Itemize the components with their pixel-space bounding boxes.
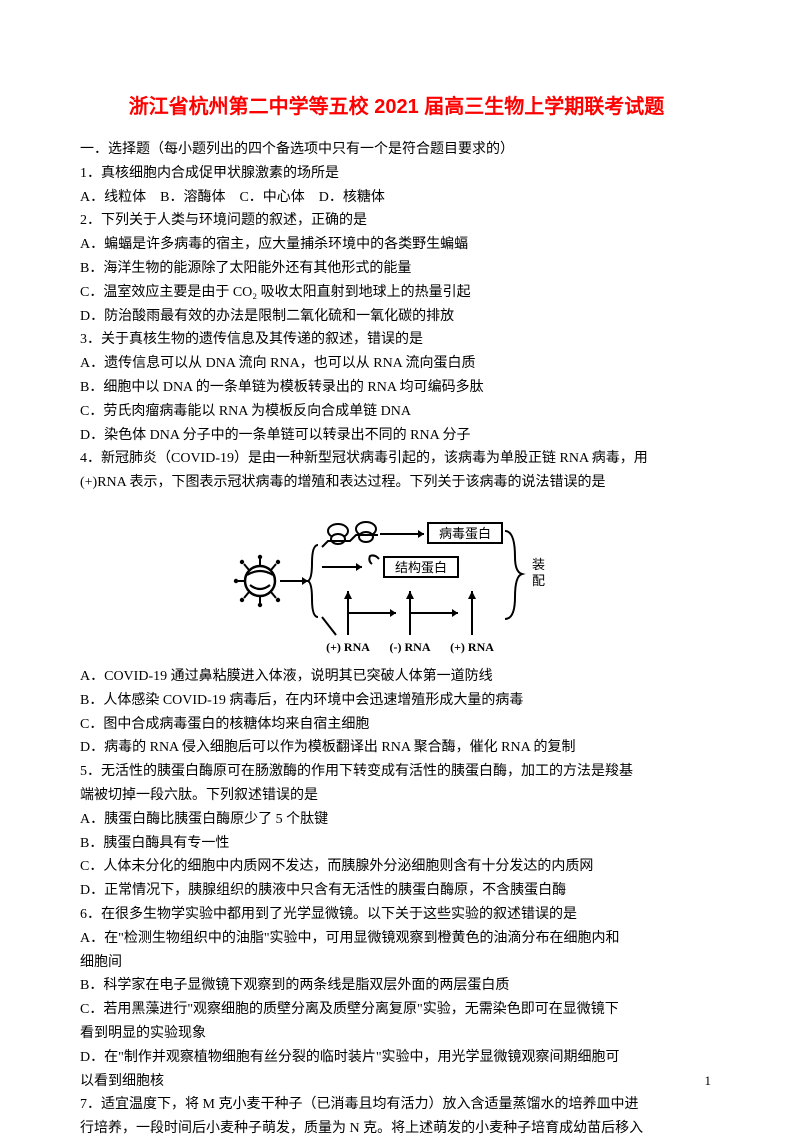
q2-stem: 2．下列关于人类与环境问题的叙述，正确的是 [80,209,713,233]
q3-opt-a: A．遗传信息可以从 DNA 流向 RNA，也可以从 RNA 流向蛋白质 [80,352,713,376]
exam-page: 浙江省杭州第二中学等五校 2021 届高三生物上学期联考试题 一．选择题（每小题… [0,0,793,1122]
q7-stem-1: 7．适宜温度下，将 M 克小麦干种子（已消毒且均有活力）放入含适量蒸馏水的培养皿… [80,1093,713,1117]
q6-opt-c-2: 看到明显的实验现象 [80,1022,713,1046]
label-plus-rna-2: (+) RNA [450,640,494,654]
q6-opt-c-1: C．若用黑藻进行"观察细胞的质壁分离及质壁分离复原"实验，无需染色即可在显微镜下 [80,998,713,1022]
q6-opt-d-1: D．在"制作并观察植物细胞有丝分裂的临时装片"实验中，用光学显微镜观察间期细胞可 [80,1046,713,1070]
label-zhuangpei-2: 配 [532,573,545,588]
q5-opt-d: D．正常情况下，胰腺组织的胰液中只含有无活性的胰蛋白酶原，不含胰蛋白酶 [80,879,713,903]
q2-opt-d: D．防治酸雨最有效的办法是限制二氧化硫和一氧化碳的排放 [80,305,713,329]
q5-stem-1: 5．无活性的胰蛋白酶原可在肠激酶的作用下转变成有活性的胰蛋白酶，加工的方法是羧基 [80,760,713,784]
q7-stem-2: 行培养，一段时间后小麦种子萌发，质量为 N 克。将上述萌发的小麦种子培育成幼苗后… [80,1117,713,1141]
q2-opt-c: C．温室效应主要是由于 CO₂ 吸收太阳直射到地球上的热量引起 [80,281,713,305]
q3-opt-d: D．染色体 DNA 分子中的一条单链可以转录出不同的 RNA 分子 [80,424,713,448]
page-number: 1 [705,1070,712,1092]
q2-opt-b: B．海洋生物的能源除了太阳能外还有其他形式的能量 [80,257,713,281]
q4-diagram: 病毒蛋白 结构蛋白 装 配 (+) RNA (-) RNA ( [80,501,713,661]
label-virus-protein: 病毒蛋白 [438,526,490,541]
label-minus-rna: (-) RNA [389,640,430,654]
section-header: 一．选择题（每小题列出的四个备选项中只有一个是符合题目要求的） [80,138,713,162]
q3-stem: 3．关于真核生物的遗传信息及其传递的叙述，错误的是 [80,328,713,352]
q4-stem-2: (+)RNA 表示，下图表示冠状病毒的增殖和表达过程。下列关于该病毒的说法错误的… [80,471,713,495]
page-title: 浙江省杭州第二中学等五校 2021 届高三生物上学期联考试题 [80,90,713,124]
q6-opt-b: B．科学家在电子显微镜下观察到的两条线是脂双层外面的两层蛋白质 [80,974,713,998]
q5-opt-a: A．胰蛋白酶比胰蛋白酶原少了 5 个肽键 [80,808,713,832]
label-plus-rna-1: (+) RNA [326,640,370,654]
q4-opt-c: C．图中合成病毒蛋白的核糖体均来自宿主细胞 [80,713,713,737]
q5-opt-c: C．人体未分化的细胞中内质网不发达，而胰腺外分泌细胞则含有十分发达的内质网 [80,855,713,879]
q6-opt-a-1: A．在"检测生物组织中的油脂"实验中，可用显微镜观察到橙黄色的油滴分布在细胞内和 [80,927,713,951]
q3-opt-b: B．细胞中以 DNA 的一条单链为模板转录出的 RNA 均可编码多肽 [80,376,713,400]
q5-opt-b: B．胰蛋白酶具有专一性 [80,832,713,856]
label-struct-protein: 结构蛋白 [394,560,446,575]
q4-opt-b: B．人体感染 COVID-19 病毒后，在内环境中会迅速增殖形成大量的病毒 [80,689,713,713]
q3-opt-c: C．劳氏肉瘤病毒能以 RNA 为模板反向合成单链 DNA [80,400,713,424]
q4-stem-1: 4．新冠肺炎（COVID-19）是由一种新型冠状病毒引起的，该病毒为单股正链 R… [80,447,713,471]
q1-stem: 1．真核细胞内合成促甲状腺激素的场所是 [80,162,713,186]
q6-stem: 6．在很多生物学实验中都用到了光学显微镜。以下关于这些实验的叙述错误的是 [80,903,713,927]
q5-stem-2: 端被切掉一段六肽。下列叙述错误的是 [80,784,713,808]
virus-icon [233,555,279,607]
q4-opt-a: A．COVID-19 通过鼻粘膜进入体液，说明其已突破人体第一道防线 [80,665,713,689]
q1-options: A．线粒体 B．溶酶体 C．中心体 D．核糖体 [80,186,713,210]
q4-opt-d: D．病毒的 RNA 侵入细胞后可以作为模板翻译出 RNA 聚合酶，催化 RNA … [80,736,713,760]
q2-opt-a: A．蝙蝠是许多病毒的宿主，应大量捕杀环境中的各类野生蝙蝠 [80,233,713,257]
q6-opt-a-2: 细胞间 [80,951,713,975]
q6-opt-d-2: 以看到细胞核 [80,1070,713,1094]
virus-diagram-svg: 病毒蛋白 结构蛋白 装 配 (+) RNA (-) RNA ( [232,501,562,661]
label-zhuangpei-1: 装 [532,557,545,572]
